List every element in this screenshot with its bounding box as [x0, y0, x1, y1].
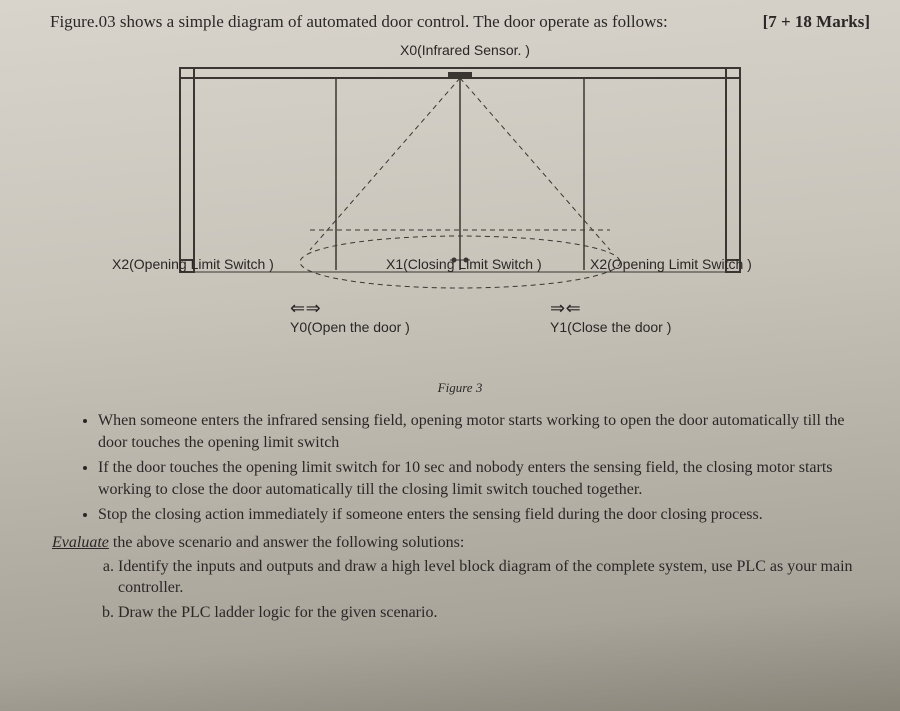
evaluate-rest: the above scenario and answer the follow…	[109, 534, 464, 551]
list-item: Draw the PLC ladder logic for the given …	[118, 602, 870, 624]
list-item: Identify the inputs and outputs and draw…	[118, 556, 870, 599]
evaluate-block: Evaluate the above scenario and answer t…	[50, 532, 870, 623]
bullet-list: When someone enters the infrared sensing…	[50, 410, 870, 526]
list-item: When someone enters the infrared sensing…	[98, 410, 870, 453]
label-x2-right: X2(Opening Limit Switch )	[590, 256, 752, 272]
y0-group: ⇐ ⇒ Y0(Open the door )	[290, 298, 410, 337]
label-x1: X1(Closing Limit Switch )	[386, 256, 542, 272]
door-diagram: X0(Infrared Sensor. ) X2(Opening Limit S…	[150, 60, 770, 360]
intro-text: Figure.03 shows a simple diagram of auto…	[50, 12, 668, 32]
list-item: Stop the closing action immediately if s…	[98, 504, 870, 526]
label-y1: Y1(Close the door )	[550, 319, 671, 335]
label-y0: Y0(Open the door )	[290, 319, 410, 335]
evaluate-lead: Evaluate the above scenario and answer t…	[50, 532, 870, 554]
figure-caption: Figure 3	[50, 380, 870, 396]
evaluate-underlined: Evaluate	[52, 534, 109, 551]
y1-group: ⇒ ⇐ Y1(Close the door )	[550, 298, 671, 337]
evaluate-list: Identify the inputs and outputs and draw…	[50, 556, 870, 624]
marks-text: [7 + 18 Marks]	[763, 12, 870, 32]
door-svg	[150, 60, 770, 320]
open-arrows-icon: ⇐ ⇒	[290, 298, 319, 319]
list-item: If the door touches the opening limit sw…	[98, 457, 870, 500]
label-x0: X0(Infrared Sensor. )	[400, 42, 530, 58]
label-x2-left: X2(Opening Limit Switch )	[112, 256, 274, 272]
close-arrows-icon: ⇒ ⇐	[550, 298, 579, 319]
